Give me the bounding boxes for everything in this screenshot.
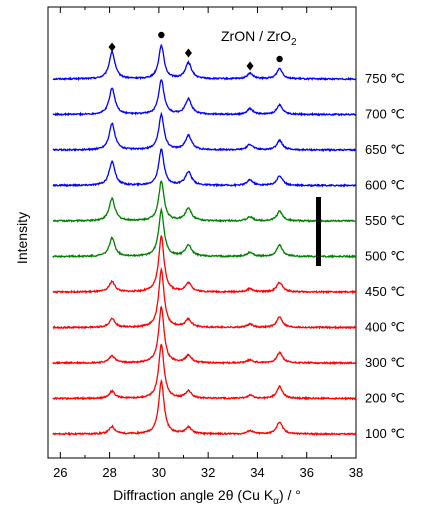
x-tick-label: 34: [250, 465, 264, 480]
series-line: [52, 206, 357, 259]
x-tick-label: 28: [102, 465, 116, 480]
diamond-marker: [184, 48, 192, 58]
series-line: [52, 180, 357, 223]
x-tick-label: 30: [152, 465, 166, 480]
x-tick-label: 26: [53, 465, 67, 480]
series-label: 450 ℃: [365, 284, 405, 299]
x-tick-labels: 26 28 30 32 34 36 38: [53, 465, 363, 480]
series-labels: 750 ℃ 700 ℃ 650 ℃ 600 ℃ 550 ℃ 500 ℃ 450 ℃ 400 ℃…: [365, 71, 405, 441]
x-axis-title: Diffraction angle 2θ (Cu Kα) / °: [113, 487, 301, 507]
series-label: 200 ℃: [365, 391, 405, 406]
series-line: [52, 78, 357, 117]
x-tick-label: 38: [349, 465, 363, 480]
scale-bar: [316, 197, 321, 266]
circle-marker: [276, 55, 283, 63]
series-line: [52, 234, 357, 295]
x-tick-label: 32: [201, 465, 215, 480]
series-line: [52, 111, 357, 153]
diamond-marker: [246, 61, 254, 71]
phase-annotation: ZrON / ZrO2: [221, 28, 297, 48]
series-line: [52, 343, 357, 401]
series-line: [52, 305, 357, 366]
series-label: 500 ℃: [365, 249, 405, 264]
series-label: 650 ℃: [365, 142, 405, 157]
series-label: 550 ℃: [365, 213, 405, 228]
plot-frame: [47, 6, 357, 459]
y-axis-title: Intensity: [14, 212, 30, 264]
series-label: 400 ℃: [365, 320, 405, 335]
series-label: 750 ℃: [365, 71, 405, 86]
series-label: 100 ℃: [365, 426, 405, 441]
series-label: 600 ℃: [365, 178, 405, 193]
series-line: [52, 378, 357, 437]
x-tick-label: 36: [299, 465, 313, 480]
axis-ticks: [59, 7, 357, 458]
diamond-marker: [108, 42, 116, 52]
series-line: [52, 148, 357, 188]
series-traces: [52, 44, 357, 437]
series-label: 700 ℃: [365, 107, 405, 122]
circle-marker: [158, 31, 165, 39]
series-line: [52, 266, 357, 330]
series-label: 300 ℃: [365, 355, 405, 370]
peak-markers: [108, 31, 283, 71]
series-line: [52, 44, 357, 82]
